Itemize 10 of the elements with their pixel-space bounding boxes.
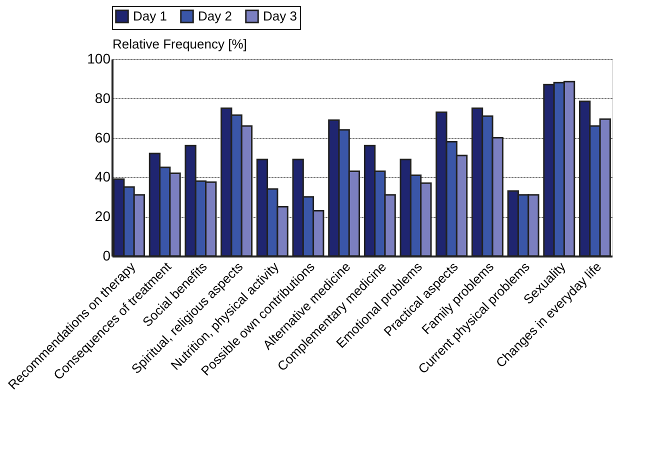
- legend-label: Day 2: [198, 8, 232, 24]
- y-tick-label: 40: [94, 168, 111, 185]
- y-tick-label: 100: [87, 50, 111, 66]
- y-tick-label: 60: [94, 129, 111, 146]
- legend-label: Day 1: [133, 8, 167, 24]
- y-tick-label: 20: [94, 208, 111, 224]
- y-tick-label: 80: [94, 90, 111, 106]
- legend-label: Day 3: [263, 8, 297, 24]
- y-axis-title: Relative Frequency [%]: [112, 36, 247, 52]
- y-tick-label: 0: [102, 248, 111, 264]
